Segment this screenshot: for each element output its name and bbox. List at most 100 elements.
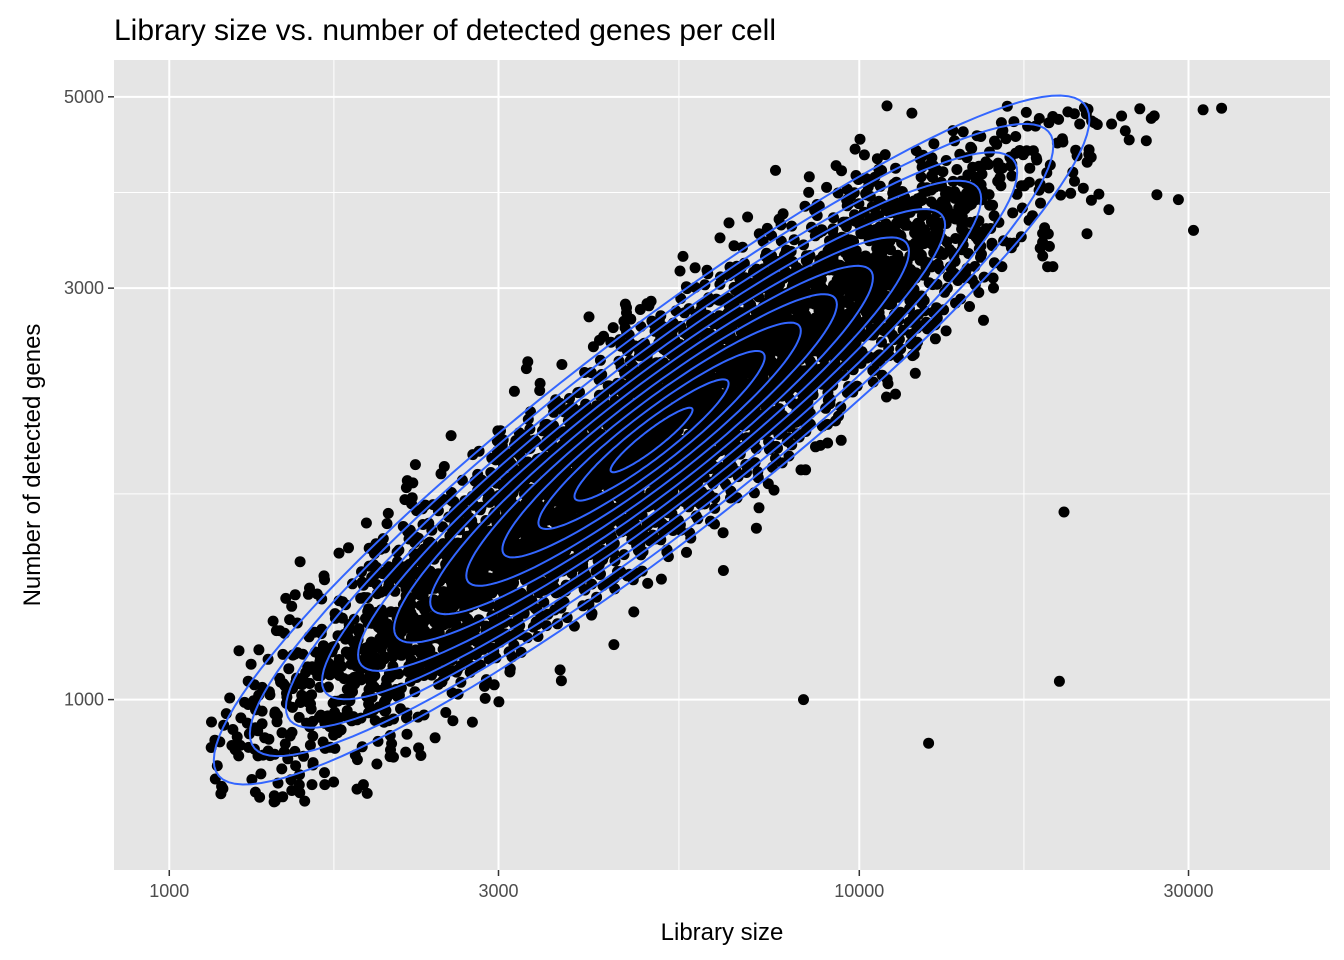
scatter-point: [607, 322, 619, 334]
scatter-point: [384, 671, 396, 683]
scatter-point: [640, 436, 652, 448]
scatter-point: [1017, 149, 1029, 161]
scatter-point: [246, 774, 258, 785]
scatter-point: [1069, 175, 1080, 187]
scatter-point: [802, 254, 814, 266]
scatter-point: [853, 198, 865, 210]
scatter-point: [915, 249, 927, 261]
scatter-point: [483, 573, 495, 585]
scatter-point: [379, 651, 390, 663]
scatter-point: [662, 551, 674, 563]
scatter-point: [1039, 222, 1051, 234]
scatter-point: [264, 689, 276, 701]
scatter-point: [849, 143, 861, 155]
scatter-point: [677, 250, 689, 262]
scatter-point: [655, 573, 667, 585]
scatter-point: [551, 511, 563, 523]
scatter-point: [234, 739, 246, 751]
scatter-point: [681, 546, 692, 558]
scatter-point: [249, 786, 261, 798]
scatter-point: [317, 640, 329, 652]
scatter-point: [392, 556, 403, 568]
scatter-point: [579, 367, 591, 378]
scatter-point: [393, 544, 405, 556]
scatter-point: [492, 425, 504, 437]
scatter-point: [875, 274, 887, 285]
scatter-point: [1055, 189, 1067, 201]
scatter-point: [604, 481, 616, 493]
scatter-point: [413, 742, 425, 754]
scatter-point: [390, 647, 402, 659]
scatter-point: [268, 796, 280, 808]
scatter-point: [929, 333, 941, 345]
scatter-point: [440, 707, 452, 718]
scatter-point: [784, 421, 796, 433]
scatter-point: [423, 645, 435, 657]
scatter-point: [843, 198, 855, 210]
scatter-point: [652, 449, 664, 461]
scatter-point: [351, 783, 363, 795]
scatter-point: [664, 435, 676, 447]
scatter-point: [437, 636, 449, 648]
scatter-point: [253, 644, 265, 656]
scatter-point: [987, 272, 999, 284]
scatter-point: [1035, 197, 1046, 209]
scatter-point: [546, 529, 558, 541]
scatter-point: [406, 492, 418, 504]
scatter-point: [402, 666, 414, 678]
scatter-point: [377, 533, 389, 545]
scatter-point: [524, 511, 536, 523]
scatter-point: [274, 672, 286, 684]
scatter-point: [876, 165, 888, 176]
scatter-point: [591, 448, 603, 460]
scatter-point: [881, 391, 892, 403]
scatter-point: [1053, 113, 1065, 125]
scatter-point: [750, 522, 762, 534]
scatter-point: [966, 228, 977, 240]
scatter-point: [821, 181, 833, 193]
scatter-point: [484, 552, 496, 563]
scatter-point: [283, 663, 295, 675]
scatter-point: [245, 658, 257, 670]
scatter-point: [901, 219, 913, 231]
scatter-point: [397, 521, 409, 532]
scatter-point: [988, 282, 999, 294]
scatter-point: [805, 358, 817, 370]
scatter-point: [773, 415, 785, 427]
scatter-point: [590, 566, 602, 577]
scatter-point: [280, 592, 292, 604]
scatter-point: [488, 679, 500, 691]
scatter-point: [1027, 145, 1039, 157]
scatter-point: [753, 502, 765, 514]
scatter-point: [619, 298, 631, 310]
scatter-point: [777, 208, 789, 220]
scatter-point: [703, 296, 715, 308]
scatter-point: [1043, 182, 1055, 194]
scatter-point: [393, 689, 405, 701]
scatter-point: [267, 615, 279, 627]
scatter-point: [776, 259, 788, 271]
scatter-point: [698, 389, 709, 401]
scatter-point: [388, 751, 399, 763]
scatter-point: [747, 336, 759, 348]
scatter-point: [613, 355, 625, 367]
scatter-point: [706, 476, 718, 488]
scatter-point: [871, 351, 883, 362]
scatter-point: [545, 435, 557, 447]
scatter-point: [671, 412, 683, 424]
scatter-point: [830, 288, 842, 300]
scatter-point: [749, 457, 761, 469]
scatter-point: [459, 495, 471, 507]
scatter-point: [375, 621, 387, 632]
scatter-point: [881, 100, 893, 112]
scatter-point: [441, 617, 453, 629]
scatter-point: [345, 658, 357, 670]
scatter-point: [642, 577, 654, 589]
scatter-point: [743, 382, 755, 394]
scatter-point: [405, 607, 417, 619]
scatter-point: [440, 594, 452, 605]
scatter-point: [1030, 120, 1041, 132]
scatter-point: [554, 664, 566, 676]
scatter-point: [747, 325, 759, 337]
scatter-point: [353, 626, 365, 638]
